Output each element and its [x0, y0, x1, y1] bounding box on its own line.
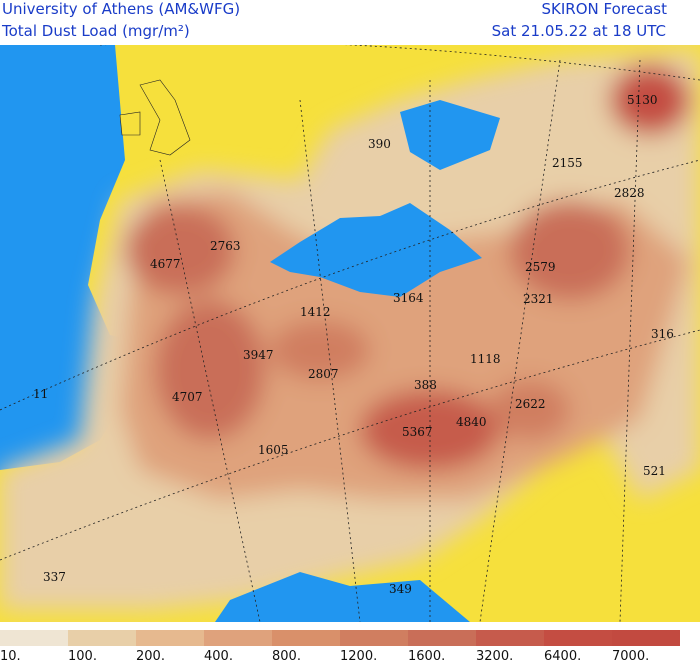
point-label: 2321: [523, 292, 554, 306]
legend-swatch: [612, 630, 680, 646]
legend-swatch: [136, 630, 204, 646]
graticule: [0, 45, 700, 622]
point-label: 2579: [525, 260, 556, 274]
legend-label: 7000.: [612, 649, 649, 662]
legend-swatch: [68, 630, 136, 646]
british-isles: [119, 79, 191, 156]
point-label: 2807: [308, 367, 339, 381]
gulf-of-guinea: [215, 572, 470, 622]
legend-label: 800.: [272, 649, 301, 662]
point-label: 4677: [150, 257, 181, 271]
dust: [0, 50, 700, 610]
point-label: 4707: [172, 390, 203, 404]
legend-label: 400.: [204, 649, 233, 662]
map-area: [0, 45, 700, 622]
point-label: 5367: [402, 425, 433, 439]
legend-swatch: [204, 630, 272, 646]
point-label: 11: [33, 387, 48, 401]
mediterranean: [270, 203, 482, 297]
legend-label: 1600.: [408, 649, 445, 662]
point-label: 5130: [627, 93, 658, 107]
point-label: 2828: [614, 186, 645, 200]
legend-swatch: [0, 630, 68, 646]
point-label: 2763: [210, 239, 241, 253]
legend-label: 3200.: [476, 649, 513, 662]
point-label: 2622: [515, 397, 546, 411]
legend-swatch: [272, 630, 340, 646]
point-label: 1118: [470, 352, 501, 366]
point-label: 2155: [552, 156, 583, 170]
legend-swatch: [408, 630, 476, 646]
point-label: 3947: [243, 348, 274, 362]
header-right-1: SKIRON Forecast: [542, 0, 668, 18]
legend-swatch: [476, 630, 544, 646]
legend-label: 200.: [136, 649, 165, 662]
legend-label: 6400.: [544, 649, 581, 662]
point-label: 388: [414, 378, 437, 392]
legend-swatch: [340, 630, 408, 646]
header-right-2: Sat 21.05.22 at 18 UTC: [492, 22, 666, 40]
header-left-1: University of Athens (AM&WFG): [2, 0, 240, 18]
point-label: 316: [651, 327, 674, 341]
point-label: 1412: [300, 305, 331, 319]
legend: 10. 100. 200. 400. 800. 1200. 1600. 3200. 6400. 7…: [0, 630, 680, 662]
legend-label: 100.: [68, 649, 97, 662]
point-label: 4840: [456, 415, 487, 429]
point-label: 349: [389, 582, 412, 596]
legend-label: 10.: [0, 649, 21, 662]
point-label: 3164: [393, 291, 424, 305]
header-left-2: Total Dust Load (mgr/m²): [1, 22, 190, 40]
black-sea: [400, 100, 500, 170]
point-label: 521: [643, 464, 666, 478]
point-label: 1605: [258, 443, 289, 457]
legend-swatch: [544, 630, 612, 646]
legend-label: 1200.: [340, 649, 377, 662]
point-labels: 5130 390 2155 2828 2763 4677 2579 3164 2321 1412 3…: [33, 93, 674, 596]
point-label: 337: [43, 570, 66, 584]
point-label: 390: [368, 137, 391, 151]
